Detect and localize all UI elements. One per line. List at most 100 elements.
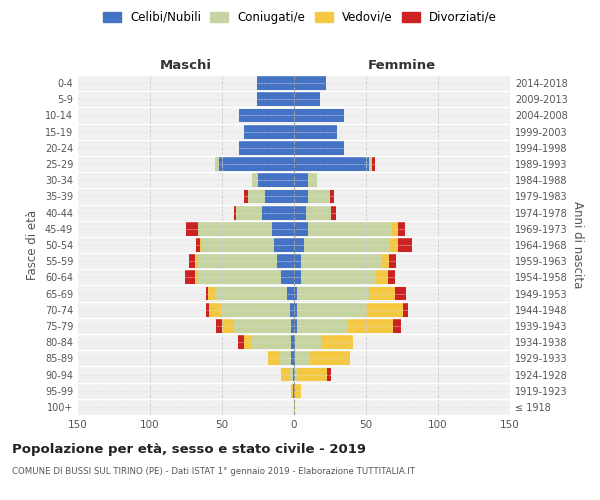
Bar xyxy=(297,303,366,316)
Bar xyxy=(294,400,295,414)
Bar xyxy=(291,352,294,365)
Bar xyxy=(287,286,294,300)
Bar xyxy=(398,222,405,235)
Bar xyxy=(295,352,310,365)
Bar xyxy=(294,190,308,203)
Bar xyxy=(294,336,295,349)
Bar xyxy=(185,270,194,284)
Bar xyxy=(297,319,347,333)
Bar xyxy=(257,76,294,90)
Bar xyxy=(206,303,209,316)
Bar xyxy=(389,254,396,268)
Bar xyxy=(216,319,222,333)
Text: COMUNE DI BUSSI SUL TIRINO (PE) - Dati ISTAT 1° gennaio 2019 - Elaborazione TUTT: COMUNE DI BUSSI SUL TIRINO (PE) - Dati I… xyxy=(12,468,415,476)
Bar xyxy=(239,141,294,154)
Bar xyxy=(308,222,392,235)
Bar xyxy=(388,270,395,284)
Bar xyxy=(265,190,294,203)
Bar xyxy=(398,238,412,252)
Legend: Celibi/Nubili, Coniugati/e, Vedovi/e, Divorziati/e: Celibi/Nubili, Coniugati/e, Vedovi/e, Di… xyxy=(103,11,497,24)
Bar xyxy=(366,303,403,316)
Bar xyxy=(251,336,291,349)
Bar xyxy=(294,254,301,268)
Bar xyxy=(298,368,327,382)
Bar xyxy=(208,286,215,300)
Bar xyxy=(238,336,244,349)
Bar xyxy=(186,222,197,235)
Bar xyxy=(294,76,326,90)
Bar xyxy=(294,92,320,106)
Bar xyxy=(244,190,248,203)
Bar xyxy=(281,368,290,382)
Bar xyxy=(219,157,294,171)
Bar xyxy=(295,336,322,349)
Bar xyxy=(244,125,294,138)
Bar xyxy=(197,270,281,284)
Bar xyxy=(301,270,376,284)
Bar xyxy=(347,319,394,333)
Bar xyxy=(294,303,297,316)
Bar xyxy=(236,206,262,220)
Bar xyxy=(291,319,294,333)
Bar xyxy=(209,303,221,316)
Bar xyxy=(294,319,297,333)
Bar xyxy=(233,206,236,220)
Bar xyxy=(297,286,369,300)
Bar xyxy=(291,384,293,398)
Bar xyxy=(294,384,301,398)
Bar xyxy=(294,222,308,235)
Bar xyxy=(215,157,219,171)
Bar xyxy=(194,270,197,284)
Bar xyxy=(294,286,297,300)
Bar xyxy=(290,303,294,316)
Bar xyxy=(369,157,372,171)
Bar xyxy=(294,206,305,220)
Bar xyxy=(277,254,294,268)
Bar xyxy=(372,157,374,171)
Bar xyxy=(281,270,294,284)
Bar xyxy=(290,368,293,382)
Bar xyxy=(291,336,294,349)
Bar xyxy=(392,222,398,235)
Bar xyxy=(233,319,291,333)
Bar xyxy=(301,254,382,268)
Bar xyxy=(202,238,274,252)
Bar xyxy=(194,254,197,268)
Bar xyxy=(294,368,298,382)
Bar xyxy=(331,206,336,220)
Bar xyxy=(395,286,406,300)
Bar xyxy=(369,286,395,300)
Bar xyxy=(262,206,294,220)
Bar xyxy=(294,108,344,122)
Bar xyxy=(189,254,194,268)
Bar xyxy=(257,92,294,106)
Y-axis label: Anni di nascita: Anni di nascita xyxy=(571,202,584,288)
Bar xyxy=(308,174,317,187)
Bar xyxy=(215,286,287,300)
Text: Maschi: Maschi xyxy=(160,59,212,72)
Bar xyxy=(200,238,202,252)
Bar xyxy=(294,238,304,252)
Bar xyxy=(308,190,330,203)
Bar xyxy=(272,222,294,235)
Bar xyxy=(258,174,294,187)
Bar xyxy=(327,368,331,382)
Bar xyxy=(294,141,344,154)
Bar xyxy=(294,157,369,171)
Bar xyxy=(293,384,294,398)
Bar xyxy=(280,352,291,365)
Bar xyxy=(222,319,233,333)
Bar xyxy=(322,336,353,349)
Bar xyxy=(394,319,401,333)
Bar xyxy=(268,352,280,365)
Bar xyxy=(248,190,265,203)
Bar xyxy=(206,286,208,300)
Bar xyxy=(293,368,294,382)
Bar xyxy=(403,303,408,316)
Bar xyxy=(294,352,295,365)
Bar xyxy=(294,125,337,138)
Bar xyxy=(252,174,258,187)
Bar xyxy=(239,108,294,122)
Text: Popolazione per età, sesso e stato civile - 2019: Popolazione per età, sesso e stato civil… xyxy=(12,442,366,456)
Bar xyxy=(382,254,389,268)
